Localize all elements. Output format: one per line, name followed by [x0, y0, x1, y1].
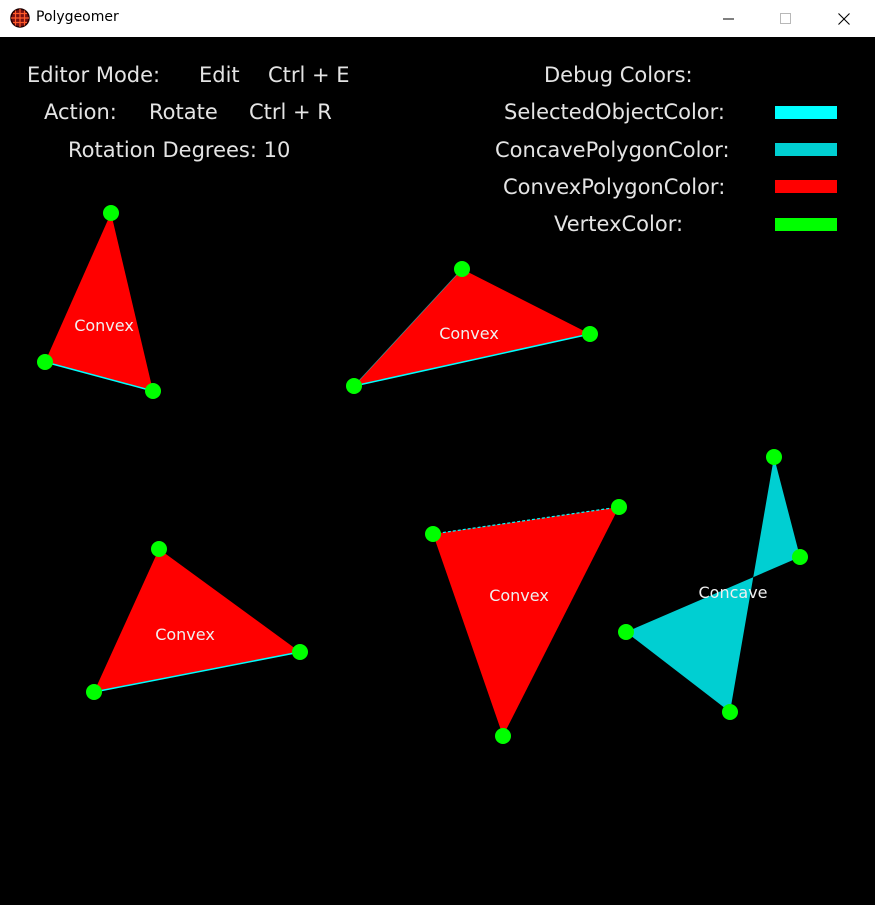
editor-mode-value: Edit [199, 63, 240, 87]
vertex-handle[interactable] [346, 378, 362, 394]
vertex-handle[interactable] [611, 499, 627, 515]
action-value: Rotate [149, 100, 218, 124]
vertex-handle[interactable] [618, 624, 634, 640]
vertex-handle[interactable] [37, 354, 53, 370]
polygon-label: Convex [74, 316, 134, 335]
action-shortcut: Ctrl + R [249, 100, 332, 124]
vertex-handle[interactable] [722, 704, 738, 720]
polygon-label: Concave [698, 583, 767, 602]
convex-polygon-3[interactable]: Convex [86, 541, 308, 700]
polygon-label: Convex [439, 324, 499, 343]
selected-edge [44, 361, 154, 392]
selected-edge [353, 268, 463, 387]
debug-color-label-selected: SelectedObjectColor: [504, 100, 725, 124]
polygon-scene[interactable]: Convex Convex Convex C [0, 37, 875, 905]
close-button[interactable] [821, 0, 867, 37]
concave-polygon-1[interactable]: Concave [618, 449, 808, 720]
swatch-selected-object [775, 106, 837, 119]
convex-polygon-1[interactable]: Convex [37, 205, 161, 399]
debug-color-label-vertex: VertexColor: [554, 212, 684, 236]
debug-color-label-convex: ConvexPolygonColor: [503, 175, 726, 199]
convex-polygon-2[interactable]: Convex [346, 261, 598, 394]
maximize-button[interactable] [763, 0, 809, 37]
editor-mode-label: Editor Mode: [27, 63, 161, 87]
swatch-concave-polygon [775, 143, 837, 156]
minimize-icon [723, 18, 734, 19]
vertex-handle[interactable] [792, 549, 808, 565]
vertex-handle[interactable] [495, 728, 511, 744]
vertex-handle[interactable] [582, 326, 598, 342]
vertex-handle[interactable] [86, 684, 102, 700]
selected-edge [432, 506, 620, 535]
debug-color-label-concave: ConcavePolygonColor: [495, 138, 730, 162]
swatch-convex-polygon [775, 180, 837, 193]
editor-canvas[interactable] [0, 37, 875, 905]
debug-colors-title: Debug Colors: [544, 63, 693, 87]
window-title: Polygeomer [36, 9, 119, 25]
globe-grid-icon [10, 8, 30, 28]
vertex-handle[interactable] [766, 449, 782, 465]
selected-edge [93, 651, 301, 693]
polygon-label: Convex [155, 625, 215, 644]
polygon-label: Convex [489, 586, 549, 605]
vertex-handle[interactable] [145, 383, 161, 399]
title-bar[interactable]: Polygeomer [0, 0, 875, 37]
vertex-handle[interactable] [292, 644, 308, 660]
vertex-handle[interactable] [151, 541, 167, 557]
editor-mode-shortcut: Ctrl + E [268, 63, 350, 87]
maximize-icon [780, 12, 791, 24]
close-icon [838, 12, 850, 25]
vertex-handle[interactable] [454, 261, 470, 277]
vertex-handle[interactable] [103, 205, 119, 221]
convex-polygon-4[interactable]: Convex [425, 499, 627, 744]
rotation-degrees-text: Rotation Degrees: 10 [68, 138, 291, 162]
action-label: Action: [44, 100, 117, 124]
minimize-button[interactable] [706, 0, 752, 37]
selected-edge [353, 333, 591, 387]
swatch-vertex [775, 218, 837, 231]
vertex-handle[interactable] [425, 526, 441, 542]
